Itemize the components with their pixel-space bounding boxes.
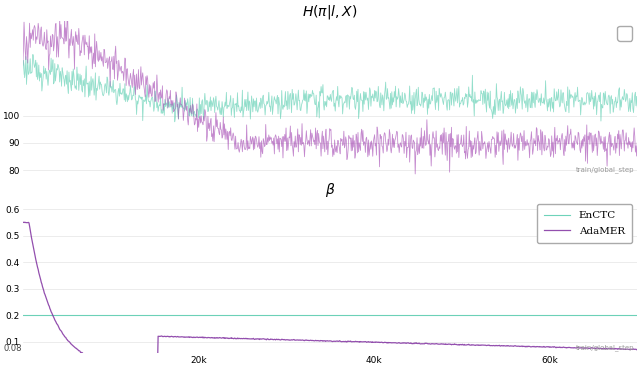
- AdaMER: [20, 220, 28, 224]
- AdaMER: [634, 347, 640, 352]
- EnCTC: [289, 313, 297, 317]
- EnCTC: [634, 313, 640, 317]
- EnCTC: [82, 313, 90, 317]
- EnCTC: [19, 313, 27, 317]
- AdaMER: [147, 365, 155, 368]
- Title: $H(\pi|l, X)$: $H(\pi|l, X)$: [302, 3, 358, 21]
- AdaMER: [442, 342, 450, 347]
- EnCTC: [268, 313, 275, 317]
- AdaMER: [19, 220, 27, 225]
- AdaMER: [291, 338, 298, 342]
- EnCTC: [498, 313, 506, 317]
- Text: 0.08: 0.08: [4, 344, 22, 353]
- Title: $\beta$: $\beta$: [324, 181, 335, 199]
- Text: train/global_step: train/global_step: [576, 344, 634, 351]
- AdaMER: [499, 343, 507, 348]
- AdaMER: [83, 353, 90, 358]
- AdaMER: [510, 344, 518, 348]
- EnCTC: [441, 313, 449, 317]
- EnCTC: [509, 313, 517, 317]
- Legend: : [618, 26, 632, 40]
- Legend: EnCTC, AdaMER: EnCTC, AdaMER: [537, 204, 632, 243]
- Text: train/global_step: train/global_step: [576, 166, 634, 173]
- Line: AdaMER: AdaMER: [23, 222, 637, 368]
- AdaMER: [269, 337, 276, 342]
